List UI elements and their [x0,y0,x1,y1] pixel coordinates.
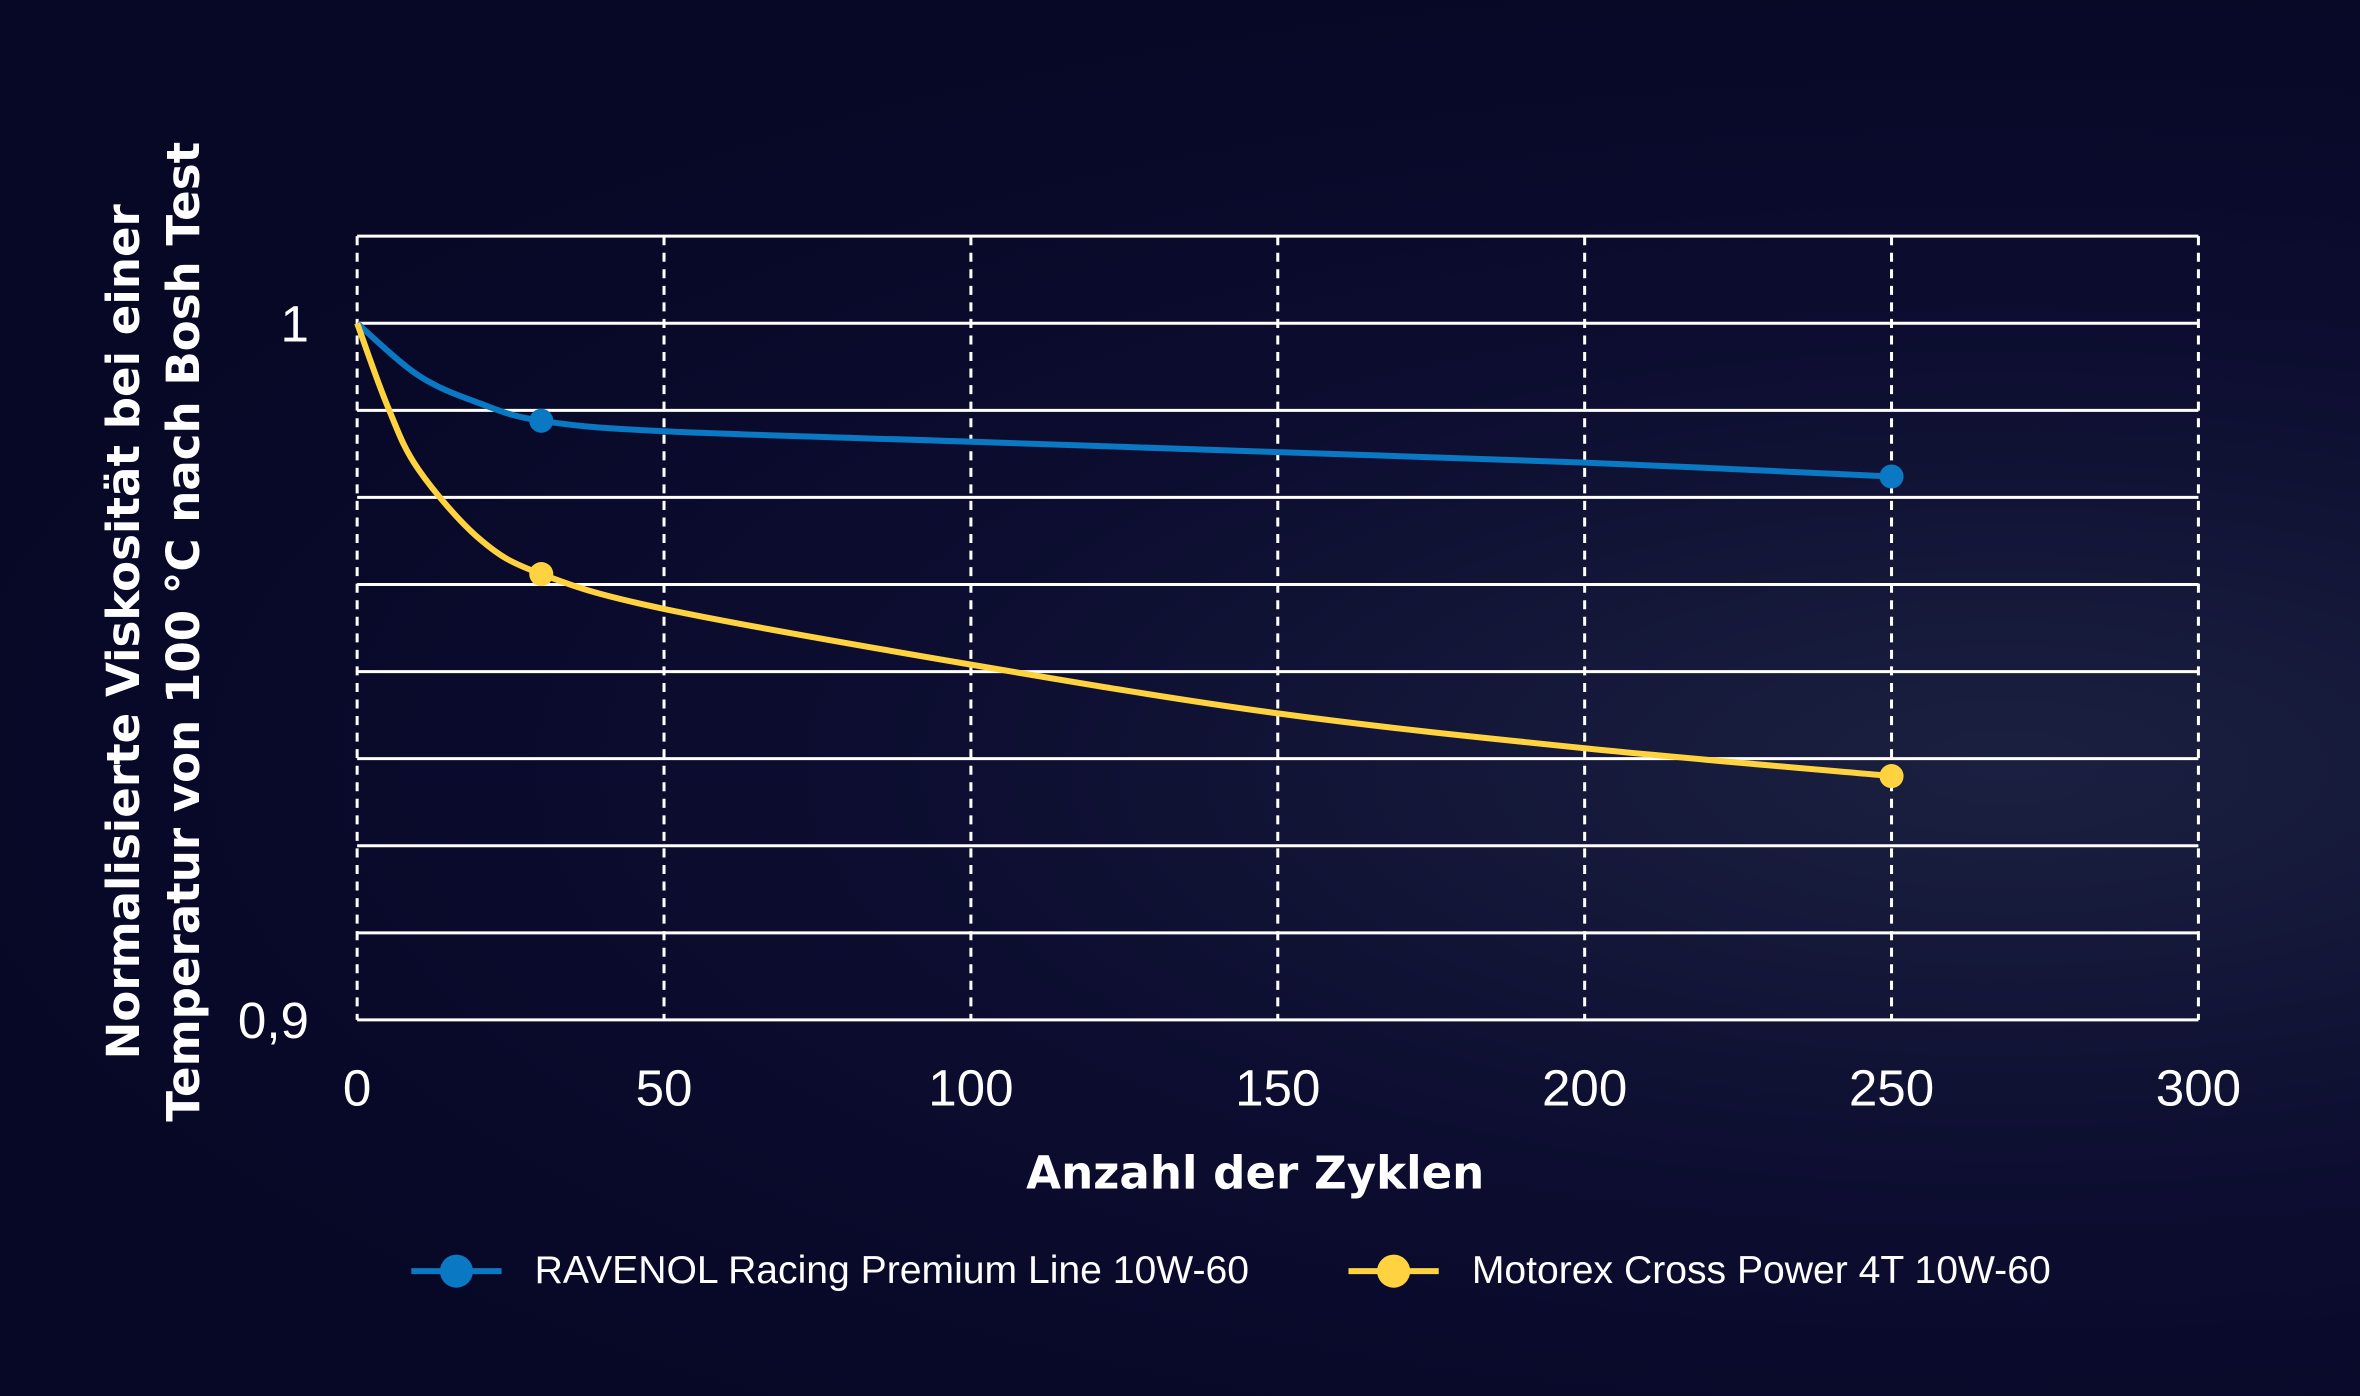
legend-label-motorex: Motorex Cross Power 4T 10W-60 [1472,1249,2051,1292]
data-point-0 [529,408,554,433]
data-point-0 [1879,464,1904,489]
y-axis-label-line2: Temperatur von 100 °C nach Bosh Test [157,142,210,1122]
legend-label-ravenol: RAVENOL Racing Premium Line 10W-60 [535,1249,1249,1292]
series-line-0 [355,320,1892,480]
grid [355,234,2200,1022]
y-axis-label-line1: Normalisierte Viskosität bei einer [97,203,150,1059]
data-point-1 [529,562,554,587]
series-layer [354,320,1904,789]
legend-marker-ravenol [439,1254,473,1288]
x-tick-label: 300 [2156,1060,2241,1117]
x-tick-label: 0 [343,1060,371,1117]
tick-labels: 0 50 100 150 200 250 300 1 0,9 [238,295,2241,1116]
x-axis-label: Anzahl der Zyklen [1026,1146,1484,1199]
x-tick-label: 150 [1235,1060,1320,1117]
y-tick-label: 0,9 [238,992,309,1049]
legend: RAVENOL Racing Premium Line 10W-60 Motor… [411,1249,2051,1292]
x-tick-label: 250 [1849,1060,1934,1117]
data-point-1 [1879,764,1904,789]
x-tick-label: 100 [928,1060,1013,1117]
y-tick-label: 1 [281,295,309,352]
x-tick-label: 200 [1542,1060,1627,1117]
series-line-1 [354,322,1892,780]
x-tick-label: 50 [636,1060,693,1117]
legend-marker-motorex [1377,1254,1411,1288]
